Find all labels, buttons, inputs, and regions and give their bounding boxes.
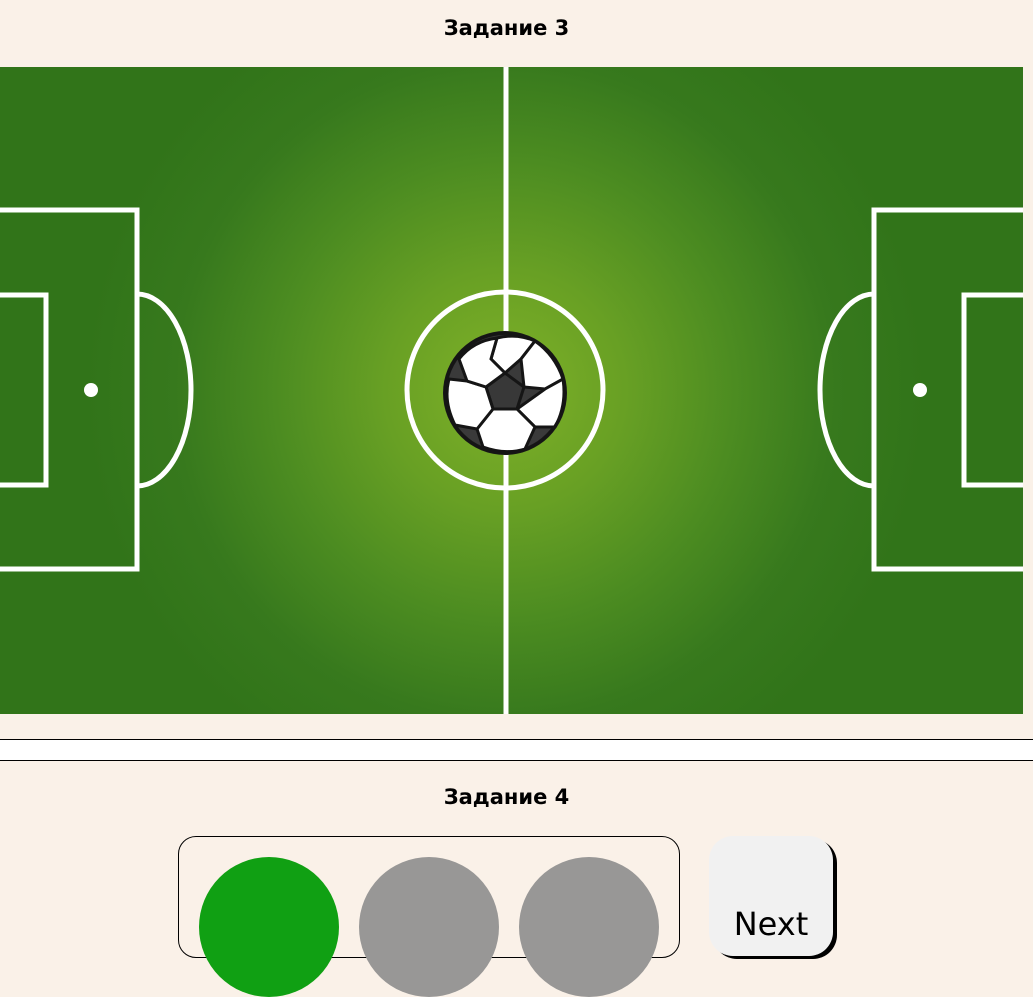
right-penalty-spot	[913, 383, 927, 397]
traffic-light-panel	[178, 836, 680, 997]
left-penalty-spot	[84, 383, 98, 397]
traffic-light-green	[199, 857, 339, 997]
task4-title: Задание 4	[443, 785, 570, 809]
left-penalty-area	[0, 207, 140, 572]
next-button[interactable]: Next	[709, 836, 833, 956]
task3-title: Задание 3	[443, 16, 570, 40]
traffic-light-middle	[359, 857, 499, 997]
left-penalty-arc	[136, 291, 194, 489]
right-penalty-area	[871, 207, 1023, 572]
left-goal-area	[0, 292, 49, 488]
right-penalty-arc	[817, 291, 875, 489]
center-circle	[404, 289, 606, 491]
football-field	[0, 67, 1023, 714]
section-divider	[0, 739, 1033, 761]
soccer-ball-icon[interactable]	[443, 331, 567, 455]
traffic-light-right	[519, 857, 659, 997]
next-button-label: Next	[733, 905, 809, 943]
field-markings	[0, 67, 1023, 714]
right-goal-area	[961, 292, 1023, 488]
